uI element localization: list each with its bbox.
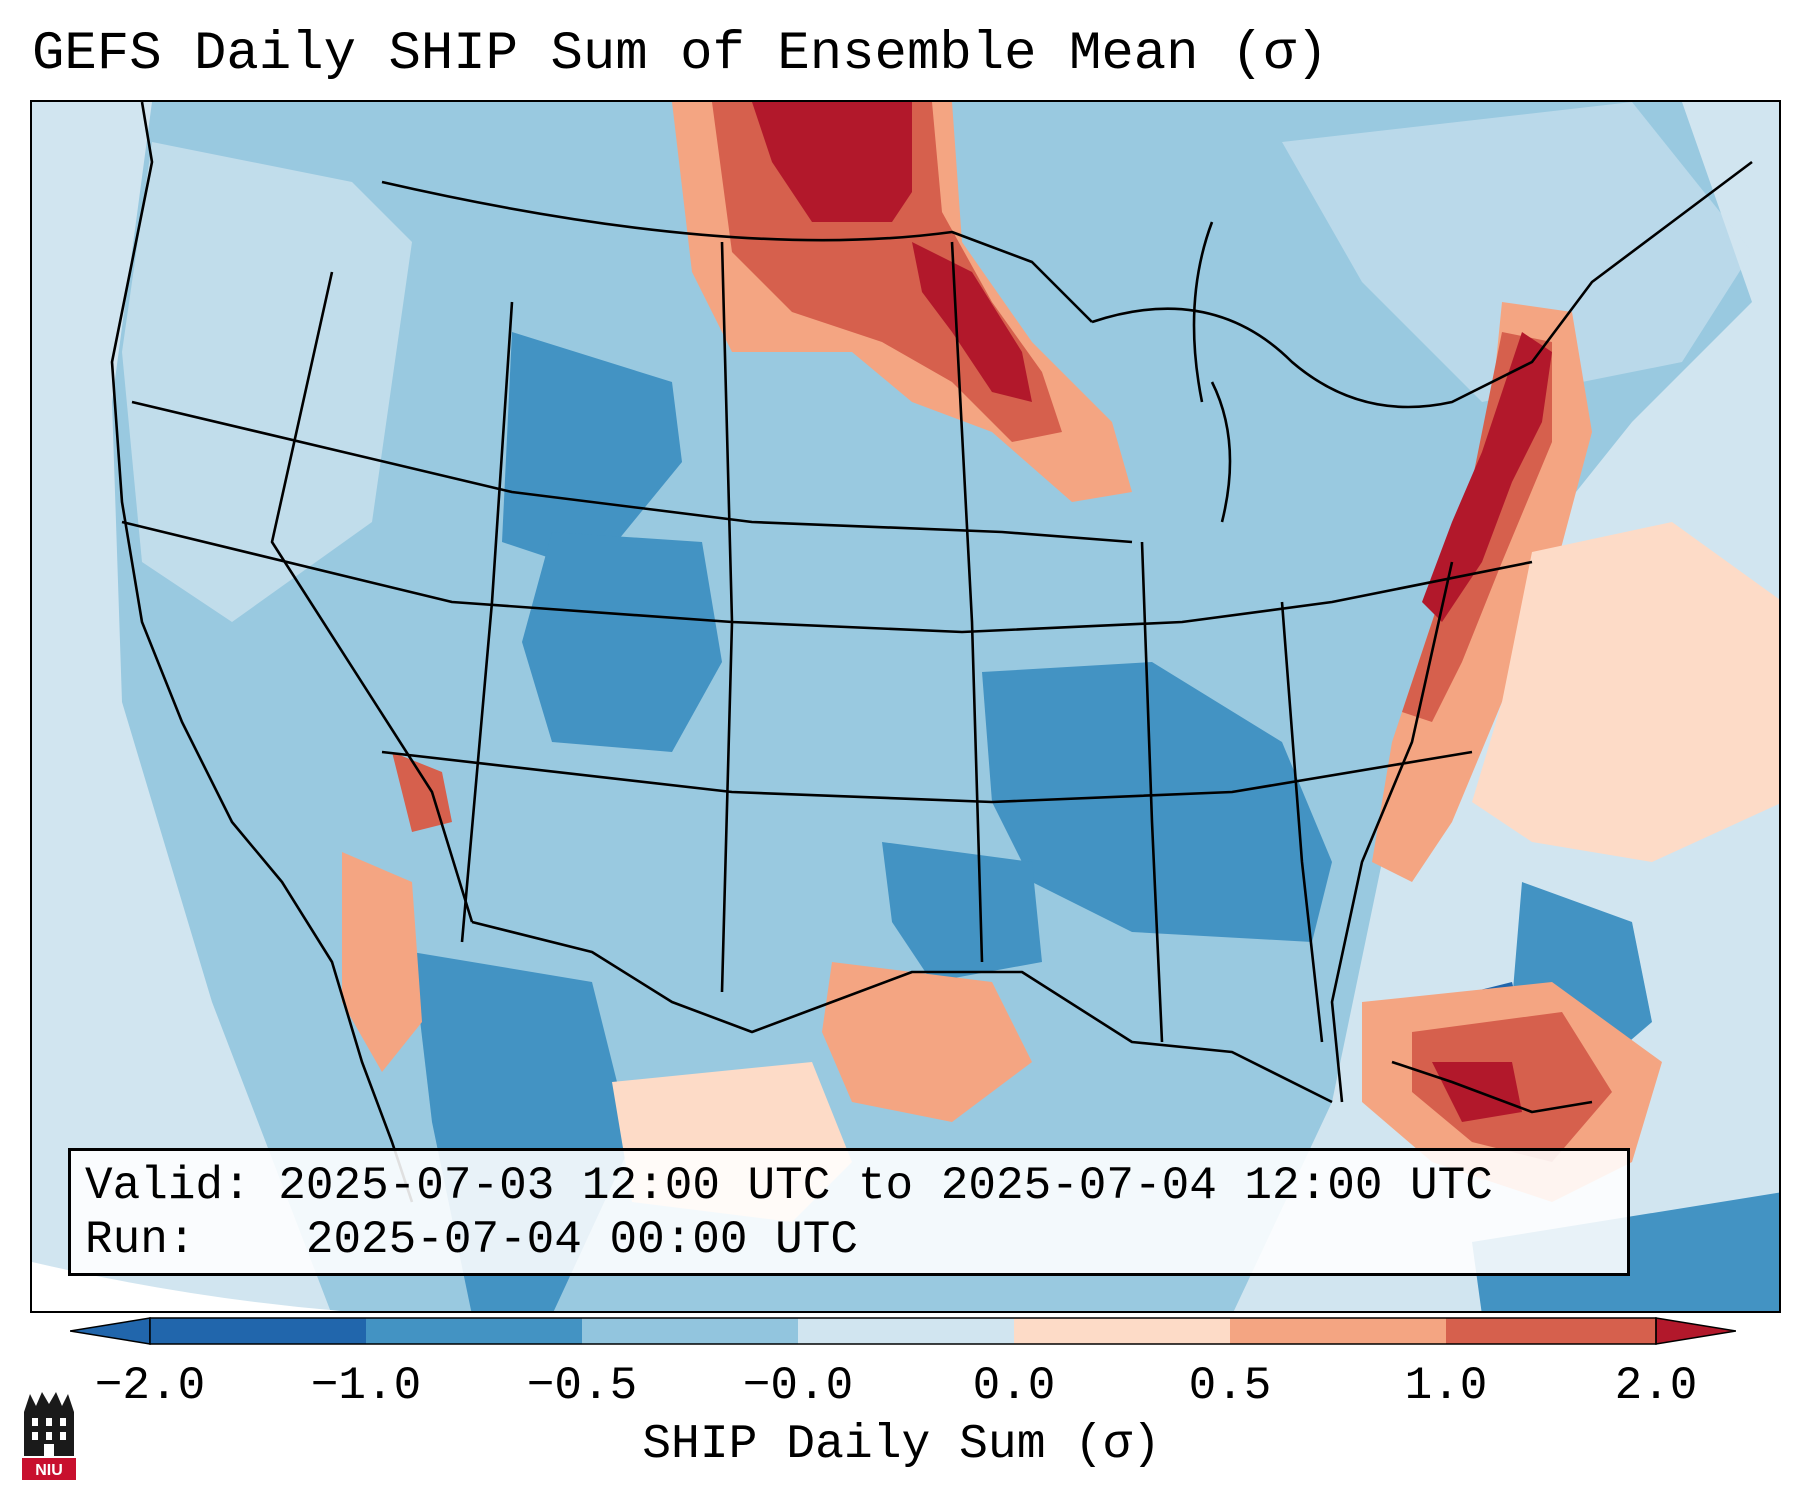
validity-info-box: Valid: 2025-07-03 12:00 UTC to 2025-07-0… (68, 1148, 1630, 1276)
atlantic-coastline (1330, 561, 1454, 1103)
border-mississippi (1140, 541, 1164, 1043)
field-dark-blue-colorado (522, 532, 722, 752)
field-salmon-baja (342, 852, 422, 1072)
anomaly-map (30, 100, 1781, 1313)
border-mountain-vertical (460, 301, 514, 943)
run-value: 2025-07-04 00:00 UTC (305, 1214, 858, 1266)
tick-label: 0.5 (1188, 1360, 1272, 1412)
valid-value: 2025-07-03 12:00 UTC to 2025-07-04 12:00… (278, 1160, 1493, 1212)
border-northern-tier (131, 400, 1133, 544)
border-southern-tier (381, 750, 1473, 804)
colorbar-segment-7 (1446, 1318, 1656, 1344)
field-dark-red-midatlantic (1422, 332, 1552, 622)
colorbar (70, 1317, 1736, 1345)
colorbar-segment-2 (366, 1318, 582, 1344)
field-dark-red-dakota (752, 102, 912, 222)
niu-logo-icon: NIU (22, 1392, 76, 1480)
projection-edge (32, 1262, 341, 1311)
colorbar-frame (149, 1317, 1657, 1345)
field-peach-offshore (1472, 522, 1779, 862)
canada-border (381, 180, 1093, 323)
tick-label: −2.0 (94, 1360, 206, 1412)
tick-label: −0.0 (742, 1360, 854, 1412)
tick-label: 0.0 (972, 1360, 1056, 1412)
border-central-tier (121, 520, 1533, 634)
field-ne-light (1282, 102, 1752, 402)
colorbar-ticks: −2.0 −1.0 −0.5 −0.0 0.0 0.5 1.0 2.0 (0, 1360, 1803, 1420)
colorbar-segment-4 (798, 1318, 1014, 1344)
colorbar-segment-5 (1014, 1318, 1230, 1344)
colorbar-segment-6 (1230, 1318, 1446, 1344)
field-salmon-gulf (822, 962, 1032, 1122)
field-dark-blue-texas (882, 842, 1042, 982)
pacific-coastline (110, 102, 414, 1203)
political-borders (110, 102, 1753, 1203)
border-west-vertical (270, 271, 474, 923)
run-label: Run: (85, 1214, 196, 1266)
border-appalachian (1280, 601, 1324, 1043)
tick-label: 2.0 (1614, 1360, 1698, 1412)
great-lakes-border (1091, 160, 1753, 409)
colorbar-extend-low (70, 1317, 151, 1345)
field-dark-blue-rockies (502, 332, 682, 572)
map-title: GEFS Daily SHIP Sum of Ensemble Mean (σ) (32, 24, 1329, 85)
tick-label: −0.5 (526, 1360, 638, 1412)
map-canvas (32, 102, 1779, 1311)
border-midwest-vertical (950, 241, 984, 963)
border-plains-vertical (720, 241, 734, 993)
tick-label: −1.0 (310, 1360, 422, 1412)
colorbar-segment-1 (150, 1318, 366, 1344)
tick-label: 1.0 (1404, 1360, 1488, 1412)
lake-michigan-shore (1192, 221, 1232, 523)
gulf-coastline (471, 920, 1333, 1104)
logo-text: NIU (35, 1462, 63, 1479)
field-west-light (122, 142, 412, 622)
colorbar-extend-high (1655, 1317, 1736, 1345)
colorbar-label: SHIP Daily Sum (σ) (642, 1418, 1161, 1472)
field-dark-red-minnesota (912, 242, 1032, 402)
cuba-outline (1391, 1060, 1593, 1114)
field-dark-blue-southeast (982, 662, 1332, 942)
valid-label: Valid: (85, 1160, 251, 1212)
colorbar-segment-3 (582, 1318, 798, 1344)
